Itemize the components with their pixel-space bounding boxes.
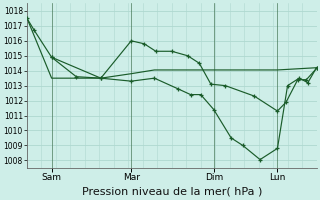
X-axis label: Pression niveau de la mer( hPa ): Pression niveau de la mer( hPa ) (82, 187, 262, 197)
